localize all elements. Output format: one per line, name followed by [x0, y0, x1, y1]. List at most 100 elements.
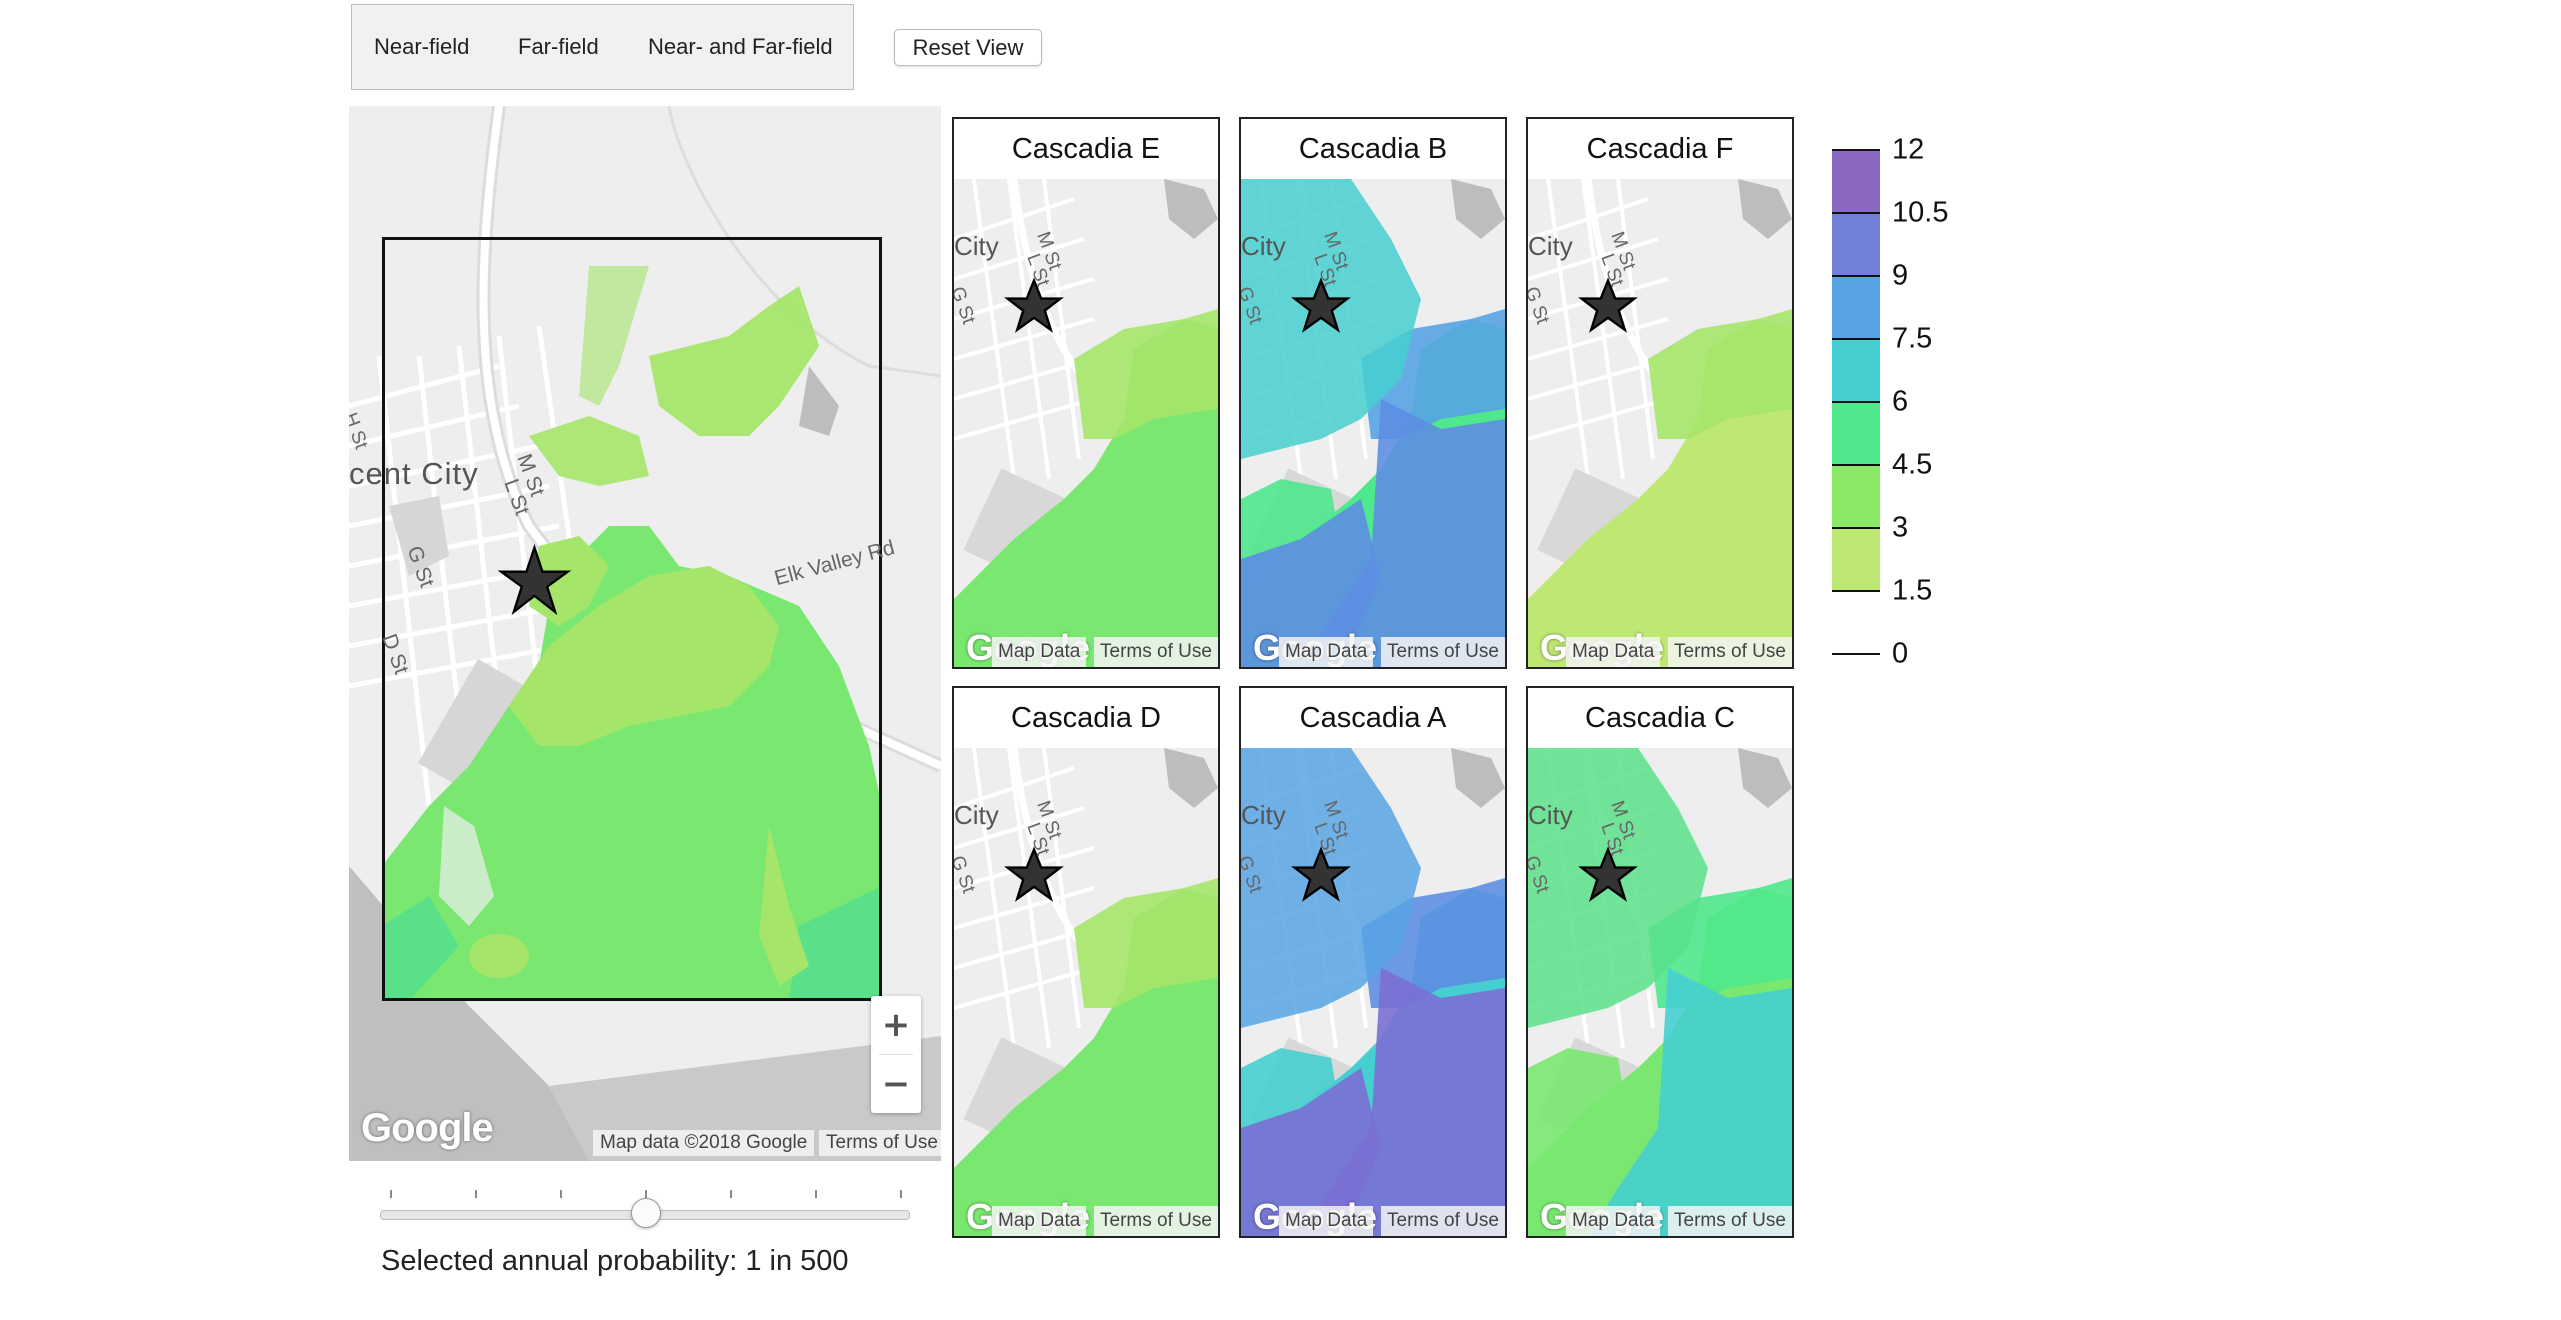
slider-tick: [390, 1190, 392, 1198]
map-data-attribution: Map Data: [1566, 1206, 1661, 1236]
panel-map-canvas: [1241, 748, 1505, 1236]
legend-tick: [1832, 275, 1880, 277]
city-label: cent City: [349, 456, 479, 491]
legend-label: 10.5: [1892, 196, 1949, 229]
main-map-canvas: [349, 106, 941, 1161]
zoom-out-button[interactable]: −: [881, 1064, 911, 1104]
scenario-panel[interactable]: Cascadia B: [1239, 117, 1507, 669]
legend-label: 4.5: [1892, 448, 1933, 481]
slider-tick: [475, 1190, 477, 1198]
location-star-icon: [1004, 277, 1064, 333]
terms-of-use-link[interactable]: Terms of Use: [1094, 637, 1218, 667]
panel-title: Cascadia D: [954, 688, 1218, 748]
reset-view-button[interactable]: Reset View: [894, 29, 1042, 66]
city-label: City: [954, 231, 999, 261]
legend-label: 7.5: [1892, 322, 1933, 355]
panel-map[interactable]: City M St L St G St Google Map Data Term…: [1528, 179, 1792, 667]
legend-swatch: [1832, 339, 1880, 402]
legend-tick: [1832, 653, 1880, 655]
scenario-panel[interactable]: Cascadia D: [952, 686, 1220, 1238]
legend-label: 12: [1892, 133, 1925, 166]
legend-swatch: [1832, 465, 1880, 528]
legend-swatch: [1832, 402, 1880, 465]
panel-title: Cascadia B: [1241, 119, 1505, 179]
legend-label: 0: [1892, 637, 1909, 670]
location-star-icon: [1578, 277, 1638, 333]
selected-probability-label: Selected annual probability: 1 in 500: [381, 1245, 849, 1277]
color-legend: 12 10.5 9 7.5 6 4.5 3 1.5 0: [1832, 134, 2032, 670]
slider-ticks: [380, 1190, 910, 1200]
map-data-attribution: Map Data: [992, 637, 1087, 667]
panel-map-canvas: [1528, 179, 1792, 667]
terms-of-use-link[interactable]: Terms of Use: [1094, 1206, 1218, 1236]
panel-title: Cascadia A: [1241, 688, 1505, 748]
legend-label: 3: [1892, 511, 1909, 544]
location-star-icon: [1291, 277, 1351, 333]
legend-swatch: [1832, 213, 1880, 276]
zoom-divider: [879, 1054, 913, 1055]
city-label: City: [1241, 800, 1286, 830]
legend-tick: [1832, 527, 1880, 529]
legend-tick: [1832, 212, 1880, 214]
legend-swatch: [1832, 528, 1880, 591]
map-data-attribution: Map Data: [1566, 637, 1661, 667]
slider-thumb[interactable]: [631, 1198, 661, 1228]
map-data-attribution: Map Data: [992, 1206, 1087, 1236]
slider-tick: [730, 1190, 732, 1198]
terms-of-use-link[interactable]: Terms of Use: [819, 1130, 941, 1156]
panel-map-canvas: [954, 179, 1218, 667]
panel-title: Cascadia E: [954, 119, 1218, 179]
legend-label: 1.5: [1892, 574, 1933, 607]
panel-title: Cascadia C: [1528, 688, 1792, 748]
panel-map[interactable]: City M St L St G St Google Map Data Term…: [954, 179, 1218, 667]
map-data-attribution: Map Data: [1279, 1206, 1374, 1236]
panel-map-canvas: [1241, 179, 1505, 667]
map-attribution: Map data ©2018 Google: [593, 1130, 815, 1156]
legend-tick: [1832, 338, 1880, 340]
location-star-icon: [1291, 846, 1351, 902]
legend-label: 6: [1892, 385, 1909, 418]
legend-tick: [1832, 464, 1880, 466]
far-field-option[interactable]: Far-field: [518, 34, 599, 59]
slider-tick: [815, 1190, 817, 1198]
google-logo: Google: [361, 1106, 494, 1150]
zoom-control: + −: [871, 996, 921, 1113]
wave-source-selector: Near-field Far-field Near- and Far-field: [351, 4, 854, 90]
scenario-panel[interactable]: Cascadia E: [952, 117, 1220, 669]
panel-map-canvas: [1528, 748, 1792, 1236]
map-data-attribution: Map Data: [1279, 637, 1374, 667]
panel-map[interactable]: City M St L St G St Google Map Data Term…: [1241, 179, 1505, 667]
slider-tick: [560, 1190, 562, 1198]
terms-of-use-link[interactable]: Terms of Use: [1668, 637, 1792, 667]
city-label: City: [1528, 231, 1573, 261]
legend-tick: [1832, 149, 1880, 151]
panel-map[interactable]: City M St L St G St Google Map Data Term…: [1528, 748, 1792, 1236]
near-and-far-field-option[interactable]: Near- and Far-field: [648, 34, 833, 59]
legend-swatch: [1832, 276, 1880, 339]
main-map[interactable]: cent City H St M St L St G St D St Elk V…: [349, 106, 941, 1161]
terms-of-use-link[interactable]: Terms of Use: [1381, 637, 1505, 667]
terms-of-use-link[interactable]: Terms of Use: [1668, 1206, 1792, 1236]
city-label: City: [1241, 231, 1286, 261]
city-label: City: [1528, 800, 1573, 830]
zoom-in-button[interactable]: +: [881, 1005, 911, 1045]
panel-title: Cascadia F: [1528, 119, 1792, 179]
location-star-icon: [1578, 846, 1638, 902]
legend-tick: [1832, 590, 1880, 592]
scenario-panel[interactable]: Cascadia A: [1239, 686, 1507, 1238]
panel-map-canvas: [954, 748, 1218, 1236]
near-field-option[interactable]: Near-field: [374, 34, 470, 59]
terms-of-use-link[interactable]: Terms of Use: [1381, 1206, 1505, 1236]
panel-map[interactable]: City M St L St G St Google Map Data Term…: [954, 748, 1218, 1236]
location-star-icon: [1004, 846, 1064, 902]
scenario-panel[interactable]: Cascadia C: [1526, 686, 1794, 1238]
location-star-icon: [497, 543, 572, 616]
probability-slider[interactable]: [380, 1190, 910, 1228]
panel-map[interactable]: City M St L St G St Google Map Data Term…: [1241, 748, 1505, 1236]
scenario-panel[interactable]: Cascadia F: [1526, 117, 1794, 669]
slider-tick: [645, 1190, 647, 1198]
legend-swatch: [1832, 150, 1880, 213]
legend-tick: [1832, 401, 1880, 403]
legend-label: 9: [1892, 259, 1909, 292]
city-label: City: [954, 800, 999, 830]
